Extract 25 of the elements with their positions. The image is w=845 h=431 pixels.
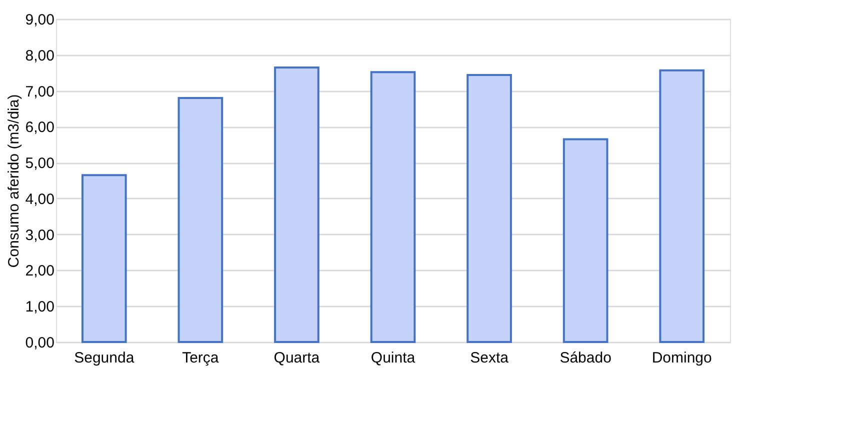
bar [562, 138, 608, 343]
x-tick-label: Segunda [74, 350, 135, 366]
bar [274, 66, 320, 343]
y-tick-label: 5,00 [25, 155, 54, 172]
x-tick-label: Sábado [560, 350, 612, 366]
y-tick-label: 8,00 [25, 47, 54, 64]
y-tick-label: 3,00 [25, 226, 54, 244]
bar [370, 71, 416, 343]
bar [81, 174, 127, 343]
bar [466, 74, 512, 343]
y-axis-title: Consumo aferido (m3/dia) [5, 94, 22, 268]
y-tick-label: 1,00 [25, 298, 54, 316]
y-tick-label: 4,00 [25, 190, 54, 208]
x-tick-label: Sexta [470, 350, 510, 366]
x-tick-label: Quarta [274, 350, 320, 366]
bar [178, 96, 224, 343]
y-tick-label: 9,00 [25, 12, 54, 28]
y-tick-label: 7,00 [25, 83, 54, 100]
x-tick-label: Quinta [370, 350, 416, 366]
y-tick-label: 0,00 [25, 334, 54, 352]
x-tick-label: Domingo [652, 350, 712, 366]
y-tick-label: 2,00 [25, 262, 54, 280]
y-tick-label: 6,00 [25, 119, 54, 136]
x-tick-label: Terça [182, 350, 220, 366]
bar [659, 69, 705, 343]
